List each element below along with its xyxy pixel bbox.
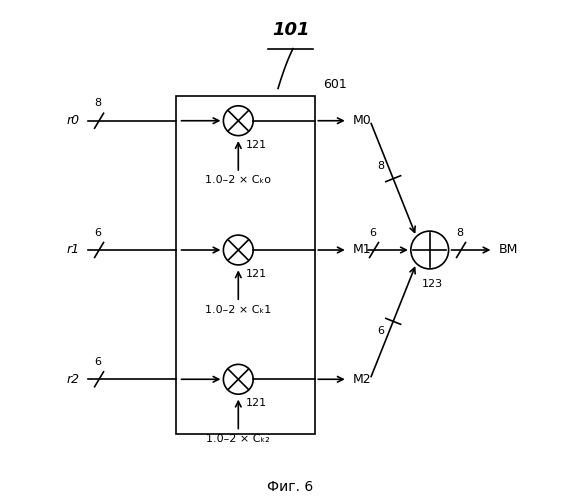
Text: 6: 6 xyxy=(94,357,101,367)
Text: 6: 6 xyxy=(377,326,384,336)
Text: 8: 8 xyxy=(377,162,385,172)
Text: 8: 8 xyxy=(456,228,463,237)
Text: 601: 601 xyxy=(323,78,347,91)
Bar xyxy=(176,96,315,434)
Text: 121: 121 xyxy=(246,140,267,149)
Text: 121: 121 xyxy=(246,398,267,408)
Text: 123: 123 xyxy=(422,279,443,289)
Text: BM: BM xyxy=(498,244,518,256)
Text: 101: 101 xyxy=(272,22,309,40)
Text: Фиг. 6: Фиг. 6 xyxy=(267,480,314,494)
Text: r0: r0 xyxy=(67,114,80,127)
Text: 6: 6 xyxy=(369,228,376,237)
Text: 1.0–2 × Cₖ1: 1.0–2 × Cₖ1 xyxy=(205,304,271,314)
Text: r1: r1 xyxy=(67,244,80,256)
Text: 8: 8 xyxy=(94,98,101,108)
Text: 1.0–2 × Cₖo: 1.0–2 × Cₖo xyxy=(205,176,271,186)
Text: 1.0–2 × Cₖ₂: 1.0–2 × Cₖ₂ xyxy=(206,434,270,444)
Text: r2: r2 xyxy=(67,373,80,386)
Text: M0: M0 xyxy=(353,114,371,127)
Text: 121: 121 xyxy=(246,269,267,279)
Text: M1: M1 xyxy=(353,244,371,256)
Text: M2: M2 xyxy=(353,373,371,386)
Text: 6: 6 xyxy=(94,228,101,237)
